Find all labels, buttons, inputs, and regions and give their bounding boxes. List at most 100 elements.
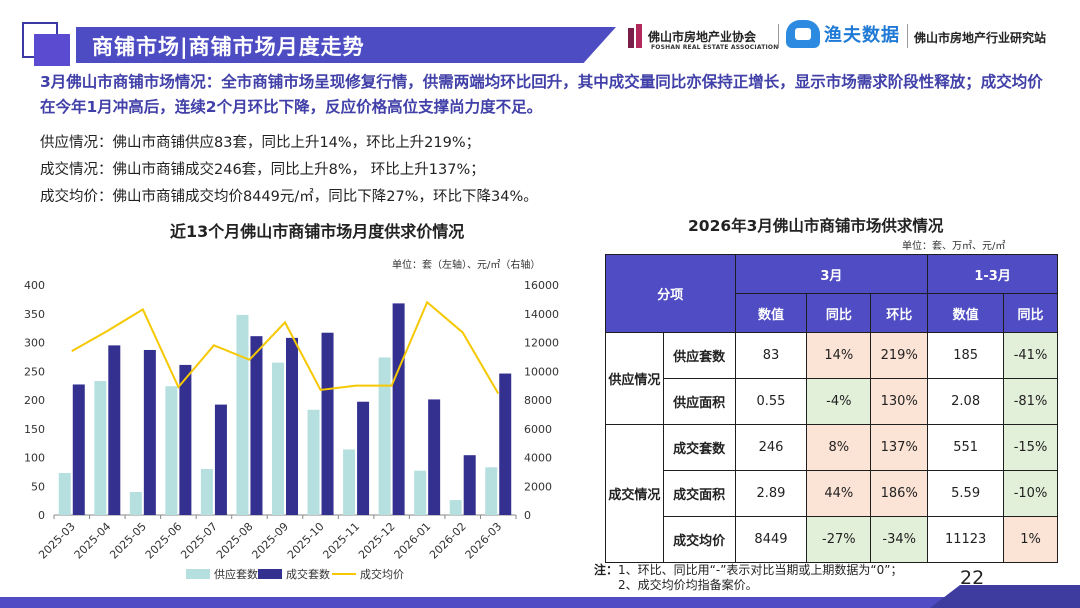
footer-bar (0, 597, 1080, 608)
bar-deal (357, 401, 370, 515)
header-q1: 1-3月 (927, 254, 1058, 294)
association-english-name: FOSHAN REAL ESTATE ASSOCIATION (651, 44, 779, 51)
cell-mom: 186% (870, 470, 929, 517)
cell-yoy: -15% (1003, 424, 1058, 471)
legend-label-supply: 供应套数 (214, 567, 258, 581)
bar-supply (485, 467, 498, 515)
bar-supply (414, 470, 427, 515)
bar-deal (463, 455, 476, 515)
cell-mom: 137% (870, 424, 929, 471)
bar-deal (72, 384, 85, 515)
cell-yoy: -4% (806, 378, 872, 425)
y-right-tick-label: 2000 (524, 480, 552, 493)
bar-deal (179, 364, 192, 515)
x-tick-label: 2025-06 (143, 520, 185, 562)
info-text: 佛山市商铺成交均价8449元/㎡，同比下降27%，环比下降34%。 (112, 189, 538, 205)
y-left-tick-label: 50 (31, 480, 45, 493)
row-name: 供应套数 (662, 332, 736, 379)
bar-deal (321, 332, 334, 515)
bar-deal (286, 337, 298, 515)
table-unit: 单位：套、万㎡、元/㎡ (902, 241, 1006, 252)
info-label: 供应情况： (40, 135, 113, 151)
table-row: 成交情况 成交套数 246 8% 137% 551 -15% (605, 424, 1058, 563)
bar-supply (129, 492, 142, 515)
bar-deal (392, 303, 405, 515)
bar-supply (378, 357, 391, 515)
bar-supply (343, 449, 356, 515)
row-name: 成交均价 (662, 516, 736, 563)
chart-unit: 单位：套（左轴）、元/㎡（右轴） (392, 260, 541, 271)
cell-yoy: 1% (1003, 516, 1058, 563)
note-line-2: 2、成交均价均指备案价。 (618, 578, 758, 592)
bar-supply (272, 362, 284, 515)
line-avg-price (71, 300, 500, 395)
yufu-logo-icon (786, 20, 820, 48)
y-right-tick-label: 0 (524, 509, 531, 522)
logo-divider (778, 24, 779, 48)
cell-mom: 219% (870, 332, 929, 379)
bar-supply (307, 409, 320, 515)
cell-yoy: -41% (1003, 332, 1058, 379)
y-right-tick-label: 16000 (524, 279, 559, 292)
y-left-tick-label: 100 (24, 452, 45, 465)
supply-demand-table: 分项 3月 1-3月 数值 同比 环比 数值 同比 供应情况 供应套数 83 1… (605, 254, 1058, 563)
x-tick-label: 2025-09 (249, 520, 291, 562)
cell-yoy: -81% (1003, 378, 1058, 425)
association-name: 佛山市房地产业协会 (648, 30, 757, 44)
note-label: 注： (594, 563, 619, 577)
x-tick-label: 2025-03 (36, 520, 78, 562)
info-text: 佛山市商铺成交246套，同比上升8%， 环比上升137%； (112, 162, 485, 178)
table-row: 成交面积 2.89 44% 186% 5.59 -10% (606, 470, 1058, 517)
y-left-tick-label: 300 (24, 337, 45, 350)
cell-value: 5.59 (927, 470, 1005, 517)
note-line-1: 1、环比、同比用“-”表示对比当期或上期数据为“0”； (618, 563, 903, 577)
x-tick-label: 2025-04 (72, 520, 114, 562)
x-tick-label: 2025-12 (356, 520, 398, 562)
row-name: 供应面积 (662, 378, 736, 425)
y-left-tick-label: 150 (24, 423, 45, 436)
chart-title: 近13个月佛山市商铺市场月度供求价情况 (170, 222, 465, 241)
y-right-tick-label: 4000 (524, 452, 552, 465)
cell-value: 0.55 (734, 378, 808, 425)
legend-label-price: 成交均价 (360, 567, 404, 581)
y-left-tick-label: 400 (24, 279, 45, 292)
x-tick-label: 2025-08 (214, 520, 256, 562)
header-square-fill (34, 34, 70, 66)
cell-value: 8449 (734, 516, 808, 563)
y-left-tick-label: 250 (24, 365, 45, 378)
cell-mom: -34% (870, 516, 929, 563)
subheader-value: 数值 (734, 293, 808, 333)
row-name: 成交套数 (662, 424, 736, 471)
bar-supply (449, 500, 462, 515)
footnote: 注：1、环比、同比用“-”表示对比当期或上期数据为“0”； 2、成交均价均指备案… (594, 563, 902, 593)
cell-yoy: -10% (1003, 470, 1058, 517)
cell-value: 185 (927, 332, 1005, 379)
logo-divider (907, 24, 908, 48)
table-row: 供应情况 供应套数 83 14% 219% 185 -41% (605, 332, 1058, 425)
cell-value: 551 (927, 424, 1005, 471)
x-tick-label: 2025-07 (178, 520, 220, 562)
cell-yoy: 14% (806, 332, 872, 379)
y-right-tick-label: 10000 (524, 365, 559, 378)
cell-yoy: 44% (806, 470, 872, 517)
footer-corner (930, 585, 1080, 608)
page-number: 22 (960, 567, 985, 589)
association-logo-icon (626, 24, 644, 50)
header-march: 3月 (734, 254, 929, 294)
x-tick-label: 2025-05 (107, 520, 149, 562)
bar-supply (165, 386, 178, 515)
bar-supply (200, 469, 213, 515)
cell-value: 246 (734, 424, 808, 471)
legend-swatch-deal (258, 569, 282, 579)
cell-value: 2.08 (927, 378, 1005, 425)
association-logo: 佛山市房地产业协会 (626, 22, 756, 52)
x-tick-label: 2026-02 (427, 520, 469, 562)
table-row: 供应面积 0.55 -4% 130% 2.08 -81% (606, 378, 1058, 425)
y-left-tick-label: 0 (38, 509, 45, 522)
cell-value: 2.89 (734, 470, 808, 517)
y-right-tick-label: 8000 (524, 394, 552, 407)
subheader-mom: 环比 (870, 293, 929, 333)
market-summary: 3月佛山市商铺市场情况：全市商铺市场呈现修复行情，供需两端均环比回升，其中成交量… (40, 73, 1043, 116)
x-tick-label: 2026-01 (392, 520, 434, 562)
table-title: 2026年3月佛山市商铺市场供求情况 (688, 217, 944, 235)
